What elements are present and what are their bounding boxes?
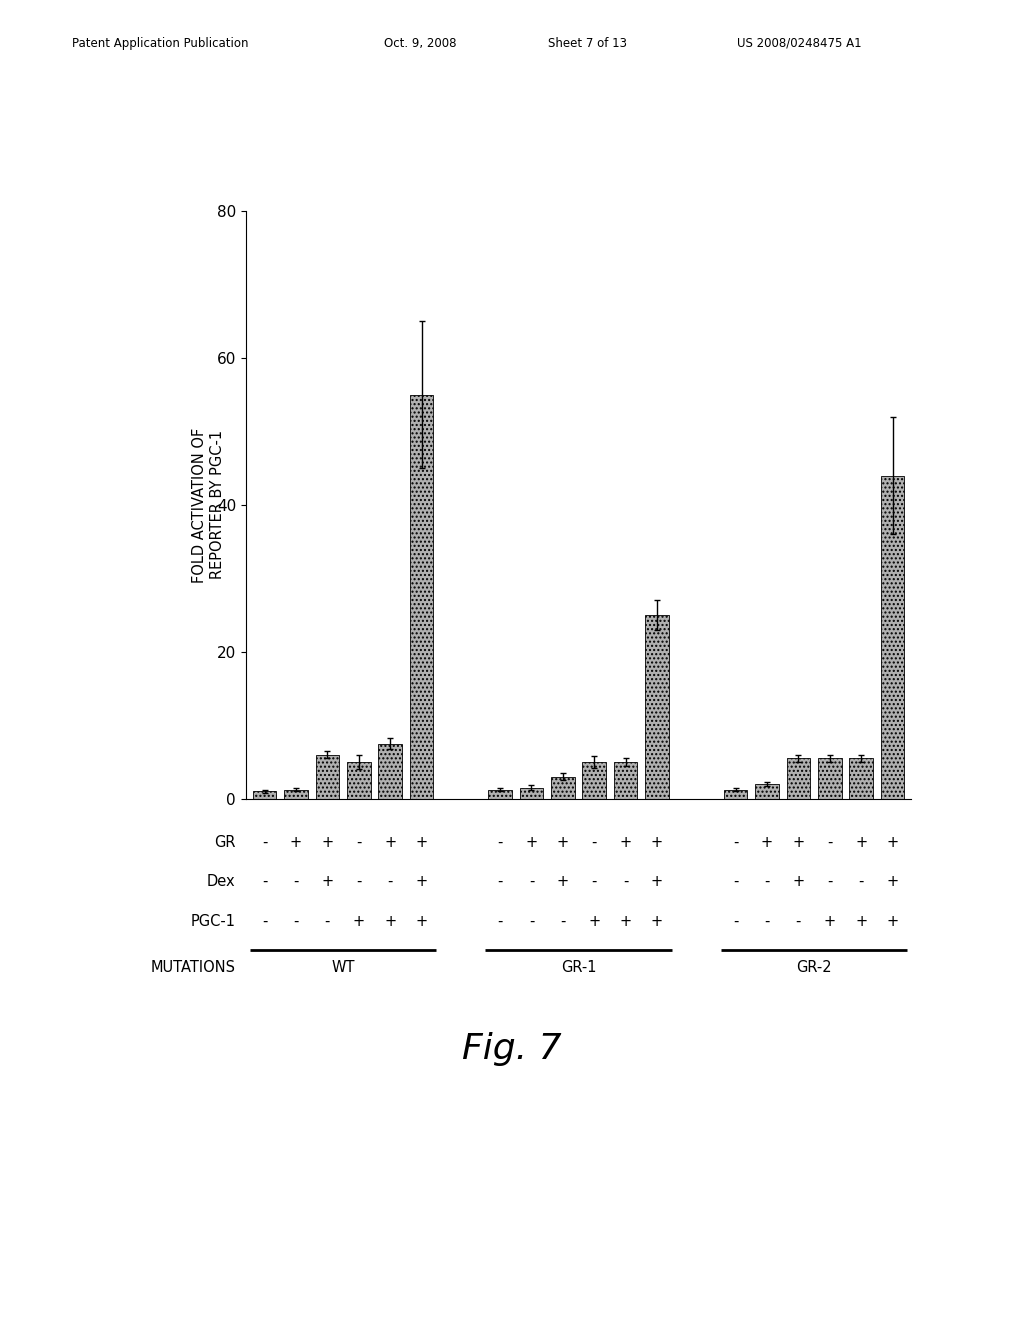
Text: -: - bbox=[733, 874, 738, 890]
Text: -: - bbox=[592, 874, 597, 890]
Text: +: + bbox=[416, 874, 428, 890]
Bar bbox=[786, 758, 810, 799]
Text: PGC-1: PGC-1 bbox=[190, 913, 236, 929]
Text: -: - bbox=[262, 834, 267, 850]
Text: Oct. 9, 2008: Oct. 9, 2008 bbox=[384, 37, 457, 50]
Bar bbox=[818, 758, 842, 799]
Bar bbox=[724, 789, 748, 799]
Text: +: + bbox=[823, 913, 836, 929]
Text: +: + bbox=[620, 834, 632, 850]
Bar bbox=[520, 788, 544, 799]
Text: -: - bbox=[498, 913, 503, 929]
Bar bbox=[613, 762, 637, 799]
Bar bbox=[315, 755, 339, 799]
Text: +: + bbox=[793, 834, 805, 850]
Bar bbox=[253, 791, 276, 799]
Text: -: - bbox=[262, 913, 267, 929]
Text: +: + bbox=[322, 834, 334, 850]
Bar bbox=[645, 615, 669, 799]
Text: -: - bbox=[592, 834, 597, 850]
Text: Patent Application Publication: Patent Application Publication bbox=[72, 37, 248, 50]
Text: Dex: Dex bbox=[207, 874, 236, 890]
Text: -: - bbox=[356, 874, 361, 890]
Bar bbox=[488, 789, 512, 799]
Text: +: + bbox=[761, 834, 773, 850]
Text: -: - bbox=[293, 874, 299, 890]
Bar bbox=[347, 762, 371, 799]
Text: -: - bbox=[764, 874, 770, 890]
Bar bbox=[379, 743, 402, 799]
Text: WT: WT bbox=[332, 960, 355, 975]
Text: -: - bbox=[796, 913, 801, 929]
Text: US 2008/0248475 A1: US 2008/0248475 A1 bbox=[737, 37, 862, 50]
Text: -: - bbox=[498, 834, 503, 850]
Text: +: + bbox=[887, 834, 899, 850]
Text: +: + bbox=[416, 913, 428, 929]
Text: GR: GR bbox=[214, 834, 236, 850]
Text: +: + bbox=[855, 913, 867, 929]
Text: -: - bbox=[623, 874, 629, 890]
Text: -: - bbox=[733, 913, 738, 929]
Text: -: - bbox=[528, 874, 535, 890]
Text: +: + bbox=[651, 834, 664, 850]
Text: -: - bbox=[387, 874, 393, 890]
Text: Fig. 7: Fig. 7 bbox=[462, 1032, 562, 1067]
Bar bbox=[849, 758, 872, 799]
Text: +: + bbox=[557, 874, 569, 890]
Text: +: + bbox=[557, 834, 569, 850]
Text: -: - bbox=[356, 834, 361, 850]
Text: -: - bbox=[827, 874, 833, 890]
Text: -: - bbox=[560, 913, 565, 929]
Text: +: + bbox=[651, 913, 664, 929]
Text: +: + bbox=[352, 913, 365, 929]
Text: +: + bbox=[416, 834, 428, 850]
Text: Sheet 7 of 13: Sheet 7 of 13 bbox=[548, 37, 627, 50]
Text: -: - bbox=[827, 834, 833, 850]
Text: -: - bbox=[733, 834, 738, 850]
Text: MUTATIONS: MUTATIONS bbox=[151, 960, 236, 975]
Text: -: - bbox=[293, 913, 299, 929]
Text: -: - bbox=[262, 874, 267, 890]
Text: +: + bbox=[620, 913, 632, 929]
Y-axis label: FOLD ACTIVATION OF
REPORTER BY PGC-1: FOLD ACTIVATION OF REPORTER BY PGC-1 bbox=[193, 428, 224, 582]
Bar bbox=[285, 789, 308, 799]
Text: +: + bbox=[855, 834, 867, 850]
Bar bbox=[583, 762, 606, 799]
Text: -: - bbox=[858, 874, 864, 890]
Text: +: + bbox=[322, 874, 334, 890]
Text: +: + bbox=[887, 913, 899, 929]
Bar bbox=[881, 475, 904, 799]
Bar bbox=[755, 784, 778, 799]
Text: +: + bbox=[384, 834, 396, 850]
Text: +: + bbox=[793, 874, 805, 890]
Text: +: + bbox=[588, 913, 600, 929]
Text: +: + bbox=[525, 834, 538, 850]
Text: -: - bbox=[498, 874, 503, 890]
Text: -: - bbox=[764, 913, 770, 929]
Bar bbox=[410, 395, 433, 799]
Bar bbox=[551, 776, 574, 799]
Text: +: + bbox=[651, 874, 664, 890]
Text: GR-2: GR-2 bbox=[797, 960, 831, 975]
Text: -: - bbox=[325, 913, 330, 929]
Text: +: + bbox=[290, 834, 302, 850]
Text: GR-1: GR-1 bbox=[561, 960, 596, 975]
Text: -: - bbox=[528, 913, 535, 929]
Text: +: + bbox=[384, 913, 396, 929]
Text: +: + bbox=[887, 874, 899, 890]
